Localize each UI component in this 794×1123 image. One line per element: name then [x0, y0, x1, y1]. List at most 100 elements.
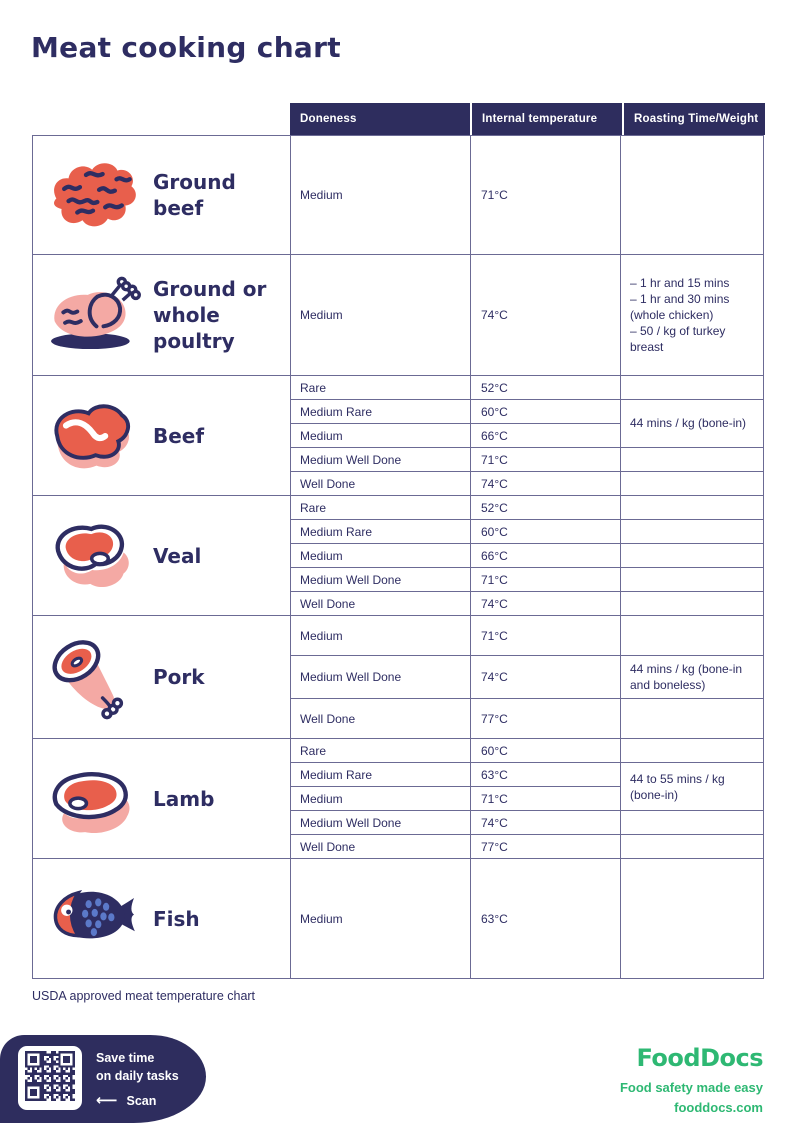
meat-name: Pork	[153, 665, 205, 690]
table-row: Medium 66°C	[33, 543, 764, 568]
doneness-cell: Rare	[290, 375, 471, 400]
doneness-cell: Well Done	[290, 834, 471, 860]
lamb-icon	[45, 753, 141, 845]
qr-card	[18, 1046, 82, 1110]
roasting-cell: – 1 hr and 15 mins – 1 hr and 30 mins (w…	[620, 254, 764, 376]
meat-section-pork: Pork	[32, 614, 291, 740]
meat-name: Ground or whole poultry	[153, 277, 267, 353]
table-row: Veal Rare 52°C	[32, 495, 764, 616]
temperature-cell: 71°C	[470, 135, 621, 255]
meat-section-ground-beef: Ground beef	[32, 135, 291, 255]
roasting-cell	[620, 567, 764, 592]
temperature-cell: 63°C	[470, 858, 621, 980]
temperature-cell: 66°C	[470, 543, 621, 568]
ground-beef-icon	[45, 149, 141, 241]
table-row: Lamb Rare 60°C	[32, 738, 764, 860]
roasting-cell	[620, 591, 764, 616]
roasting-cell	[620, 858, 764, 980]
doneness-cell: Medium	[290, 786, 471, 812]
doneness-cell: Well Done	[290, 591, 471, 616]
meat-section-beef: Beef	[32, 375, 291, 496]
roasting-cell	[620, 447, 764, 472]
temperature-cell: 74°C	[470, 254, 621, 376]
scan-row: ⟵ Scan	[96, 1093, 156, 1108]
scan-badge-text: Save time on daily tasks	[96, 1050, 179, 1085]
roasting-cell: 44 mins / kg (bone-in)	[620, 399, 764, 448]
doneness-cell: Medium Well Done	[290, 447, 471, 472]
scan-badge-line2: on daily tasks	[96, 1068, 179, 1083]
table-row: Well Done 74°C	[33, 471, 764, 496]
roasting-cell	[620, 495, 764, 520]
doneness-cell: Medium Well Done	[290, 810, 471, 836]
meat-name: Fish	[153, 906, 200, 931]
meat-name: Beef	[153, 423, 205, 448]
brand-block: FoodDocs Food safety made easy fooddocs.…	[620, 1044, 764, 1115]
poultry-icon	[45, 269, 141, 361]
temperature-cell: 74°C	[470, 810, 621, 836]
roasting-cell	[620, 810, 764, 836]
table-row: Well Done 77°C	[33, 698, 764, 740]
meat-name: Lamb	[153, 786, 215, 811]
table-row: Fish Medium 63°C	[32, 858, 764, 980]
temperature-cell: 71°C	[470, 567, 621, 592]
meat-name: Ground beef	[153, 170, 236, 220]
roasting-cell	[620, 738, 764, 764]
scan-badge-line1: Save time	[96, 1051, 155, 1065]
roasting-cell	[620, 615, 764, 656]
table-row: Ground beef Medium 71°C	[32, 135, 764, 255]
veal-icon	[45, 510, 141, 602]
temperature-cell: 60°C	[470, 519, 621, 544]
roasting-cell: 44 to 55 mins / kg (bone-in)	[620, 762, 764, 812]
table-row: Ground or whole poultry Medium 74°C – 1 hr …	[32, 254, 764, 376]
doneness-cell: Rare	[290, 738, 471, 764]
doneness-cell: Medium	[290, 423, 471, 448]
temperature-cell: 74°C	[470, 471, 621, 496]
meat-table-body: Ground beef Medium 71°C Ground or whole po…	[32, 135, 764, 980]
column-header-internal-temperature: Internal temperature	[472, 103, 622, 135]
scan-label: Scan	[126, 1093, 157, 1108]
temperature-cell: 60°C	[470, 738, 621, 764]
temperature-cell: 77°C	[470, 698, 621, 740]
temperature-cell: 71°C	[470, 615, 621, 656]
doneness-cell: Medium Rare	[290, 399, 471, 424]
roasting-cell	[620, 834, 764, 860]
long-left-arrow-icon: ⟵	[96, 1092, 118, 1109]
table-row: Well Done 77°C	[33, 834, 764, 860]
doneness-cell: Rare	[290, 495, 471, 520]
doneness-cell: Medium Well Done	[290, 654, 471, 700]
roasting-cell	[620, 471, 764, 496]
doneness-cell: Medium	[290, 615, 471, 656]
doneness-cell: Medium Rare	[290, 519, 471, 544]
brand-website-link[interactable]: fooddocs.com	[674, 1100, 763, 1115]
temperature-cell: 66°C	[470, 423, 621, 448]
meat-section-fish: Fish	[32, 858, 291, 980]
roasting-cell: 44 mins / kg (bone-in and boneless)	[620, 654, 764, 700]
table-row: Medium Well Done 74°C 44 mins / kg (bone-i…	[33, 654, 764, 700]
temperature-cell: 52°C	[470, 375, 621, 400]
table-header: Doneness Internal temperature Roasting T…	[290, 103, 765, 135]
temperature-cell: 77°C	[470, 834, 621, 860]
table-row: Beef Rare 52°C	[32, 375, 764, 496]
table-row: Well Done 74°C	[33, 591, 764, 616]
footnote: USDA approved meat temperature chart	[32, 989, 256, 1003]
pork-icon	[45, 631, 141, 723]
temperature-cell: 63°C	[470, 762, 621, 788]
fooddocs-logo: FoodDocs	[636, 1044, 764, 1072]
beef-icon	[45, 390, 141, 482]
temperature-cell: 74°C	[470, 591, 621, 616]
temperature-cell: 74°C	[470, 654, 621, 700]
doneness-cell: Medium	[290, 858, 471, 980]
doneness-cell: Well Done	[290, 471, 471, 496]
table-row: Pork Medium 71°C	[32, 614, 764, 740]
doneness-cell: Medium	[290, 135, 471, 255]
table-row: Medium Well Done 71°C	[33, 567, 764, 592]
qr-code-icon	[25, 1050, 75, 1106]
table-row: Medium 71°C	[33, 786, 764, 812]
temperature-cell: 71°C	[470, 786, 621, 812]
column-header-doneness: Doneness	[290, 103, 470, 135]
doneness-cell: Medium Rare	[290, 762, 471, 788]
doneness-cell: Well Done	[290, 698, 471, 740]
temperature-cell: 60°C	[470, 399, 621, 424]
roasting-cell	[620, 543, 764, 568]
